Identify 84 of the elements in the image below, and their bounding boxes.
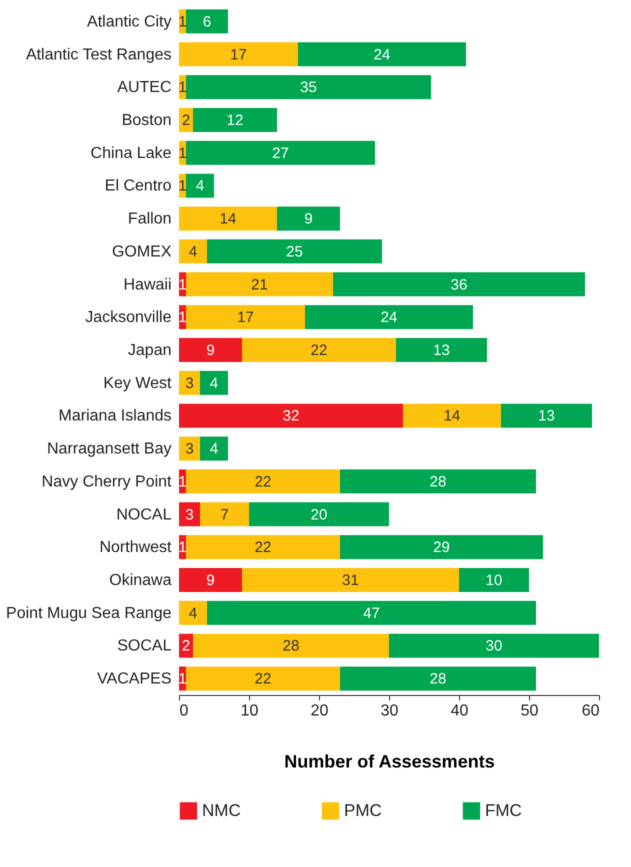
y-tick-label: Hawaii [123, 276, 172, 294]
data-label: 1 [178, 670, 187, 688]
data-label: 36 [450, 276, 468, 294]
data-label: 17 [237, 309, 254, 326]
data-label: 3 [185, 374, 194, 392]
data-label: 1 [178, 178, 187, 195]
y-tick-label: Navy Cherry Point [42, 473, 172, 490]
data-label: 9 [304, 210, 313, 228]
legend-label: NMC [202, 800, 241, 820]
y-tick-label: Fallon [128, 210, 172, 228]
y-tick-label: El Centro [104, 178, 172, 195]
data-label: 14 [220, 210, 236, 228]
data-label: 24 [374, 46, 390, 64]
data-label: 27 [272, 144, 289, 162]
y-tick-label: Northwest [99, 539, 172, 556]
data-label: 22 [254, 670, 272, 688]
y-tick-label: SOCAL [117, 638, 172, 655]
data-label: 22 [254, 473, 272, 490]
data-label: 47 [363, 604, 380, 622]
x-tick-label: 60 [582, 702, 600, 720]
data-label: 12 [226, 112, 244, 129]
data-label: 31 [342, 572, 359, 589]
data-label: 4 [210, 374, 218, 392]
data-label: 3 [185, 506, 194, 524]
data-label: 1 [178, 276, 187, 294]
y-tick-label: AUTEC [117, 79, 172, 96]
y-tick-label: Atlantic City [87, 13, 172, 30]
data-label: 13 [538, 408, 555, 425]
y-tick-label: GOMEX [112, 243, 172, 260]
data-label: 20 [310, 506, 328, 524]
data-label: 1 [178, 144, 187, 162]
data-label: 1 [178, 539, 187, 556]
data-label: 14 [444, 408, 460, 425]
data-label: 29 [433, 539, 450, 556]
y-tick-label: Okinawa [109, 572, 172, 589]
data-label: 35 [300, 79, 317, 96]
y-tick-label: Narragansett Bay [46, 440, 172, 458]
data-label: 32 [282, 408, 300, 425]
x-tick-label: 0 [180, 702, 188, 720]
data-label: 1 [178, 13, 187, 30]
data-label: 4 [188, 604, 198, 622]
data-label: 30 [486, 638, 502, 655]
y-tick-label: Mariana Islands [58, 408, 172, 425]
x-axis-title: Number of Assessments [284, 752, 495, 772]
data-label: 2 [182, 112, 190, 129]
data-label: 13 [433, 342, 450, 359]
data-label: 7 [220, 506, 229, 524]
y-tick-label: VACAPES [97, 670, 172, 688]
data-label: 4 [196, 178, 204, 195]
data-label: 9 [206, 342, 215, 359]
legend-label: PMC [344, 800, 382, 820]
y-tick-label: NOCAL [116, 506, 172, 524]
x-tick-label: 30 [380, 702, 398, 720]
data-label: 22 [254, 539, 272, 556]
data-label: 1 [178, 309, 187, 326]
y-tick-label: Key West [103, 374, 172, 392]
data-label: 17 [230, 46, 247, 64]
data-label: 2 [182, 638, 190, 655]
data-label: 4 [210, 440, 218, 458]
data-label: 1 [178, 79, 187, 96]
x-tick-label: 50 [520, 702, 538, 720]
data-label: 28 [430, 473, 446, 490]
y-tick-label: Boston [122, 112, 172, 129]
data-label: 6 [202, 13, 212, 30]
y-tick-label: Point Mugu Sea Range [6, 604, 172, 622]
x-tick-label: 10 [240, 702, 258, 720]
data-label: 10 [486, 572, 502, 589]
data-label: 22 [310, 342, 328, 359]
data-label: 9 [206, 572, 215, 589]
data-label: 25 [286, 243, 303, 260]
data-label: 28 [430, 670, 446, 688]
y-tick-label: Atlantic Test Ranges [26, 46, 172, 64]
data-label: 21 [251, 276, 268, 294]
data-label: 4 [188, 243, 198, 260]
legend-label: FMC [485, 800, 522, 820]
y-tick-label: Jacksonville [85, 309, 172, 326]
x-tick-label: 40 [450, 702, 468, 720]
x-tick-label: 20 [310, 702, 328, 720]
data-label: 28 [282, 638, 300, 655]
data-label: 3 [185, 440, 194, 458]
data-label: 1 [178, 473, 187, 490]
y-tick-label: China Lake [90, 144, 172, 162]
y-tick-label: Japan [128, 342, 172, 359]
data-label: 24 [380, 309, 398, 326]
